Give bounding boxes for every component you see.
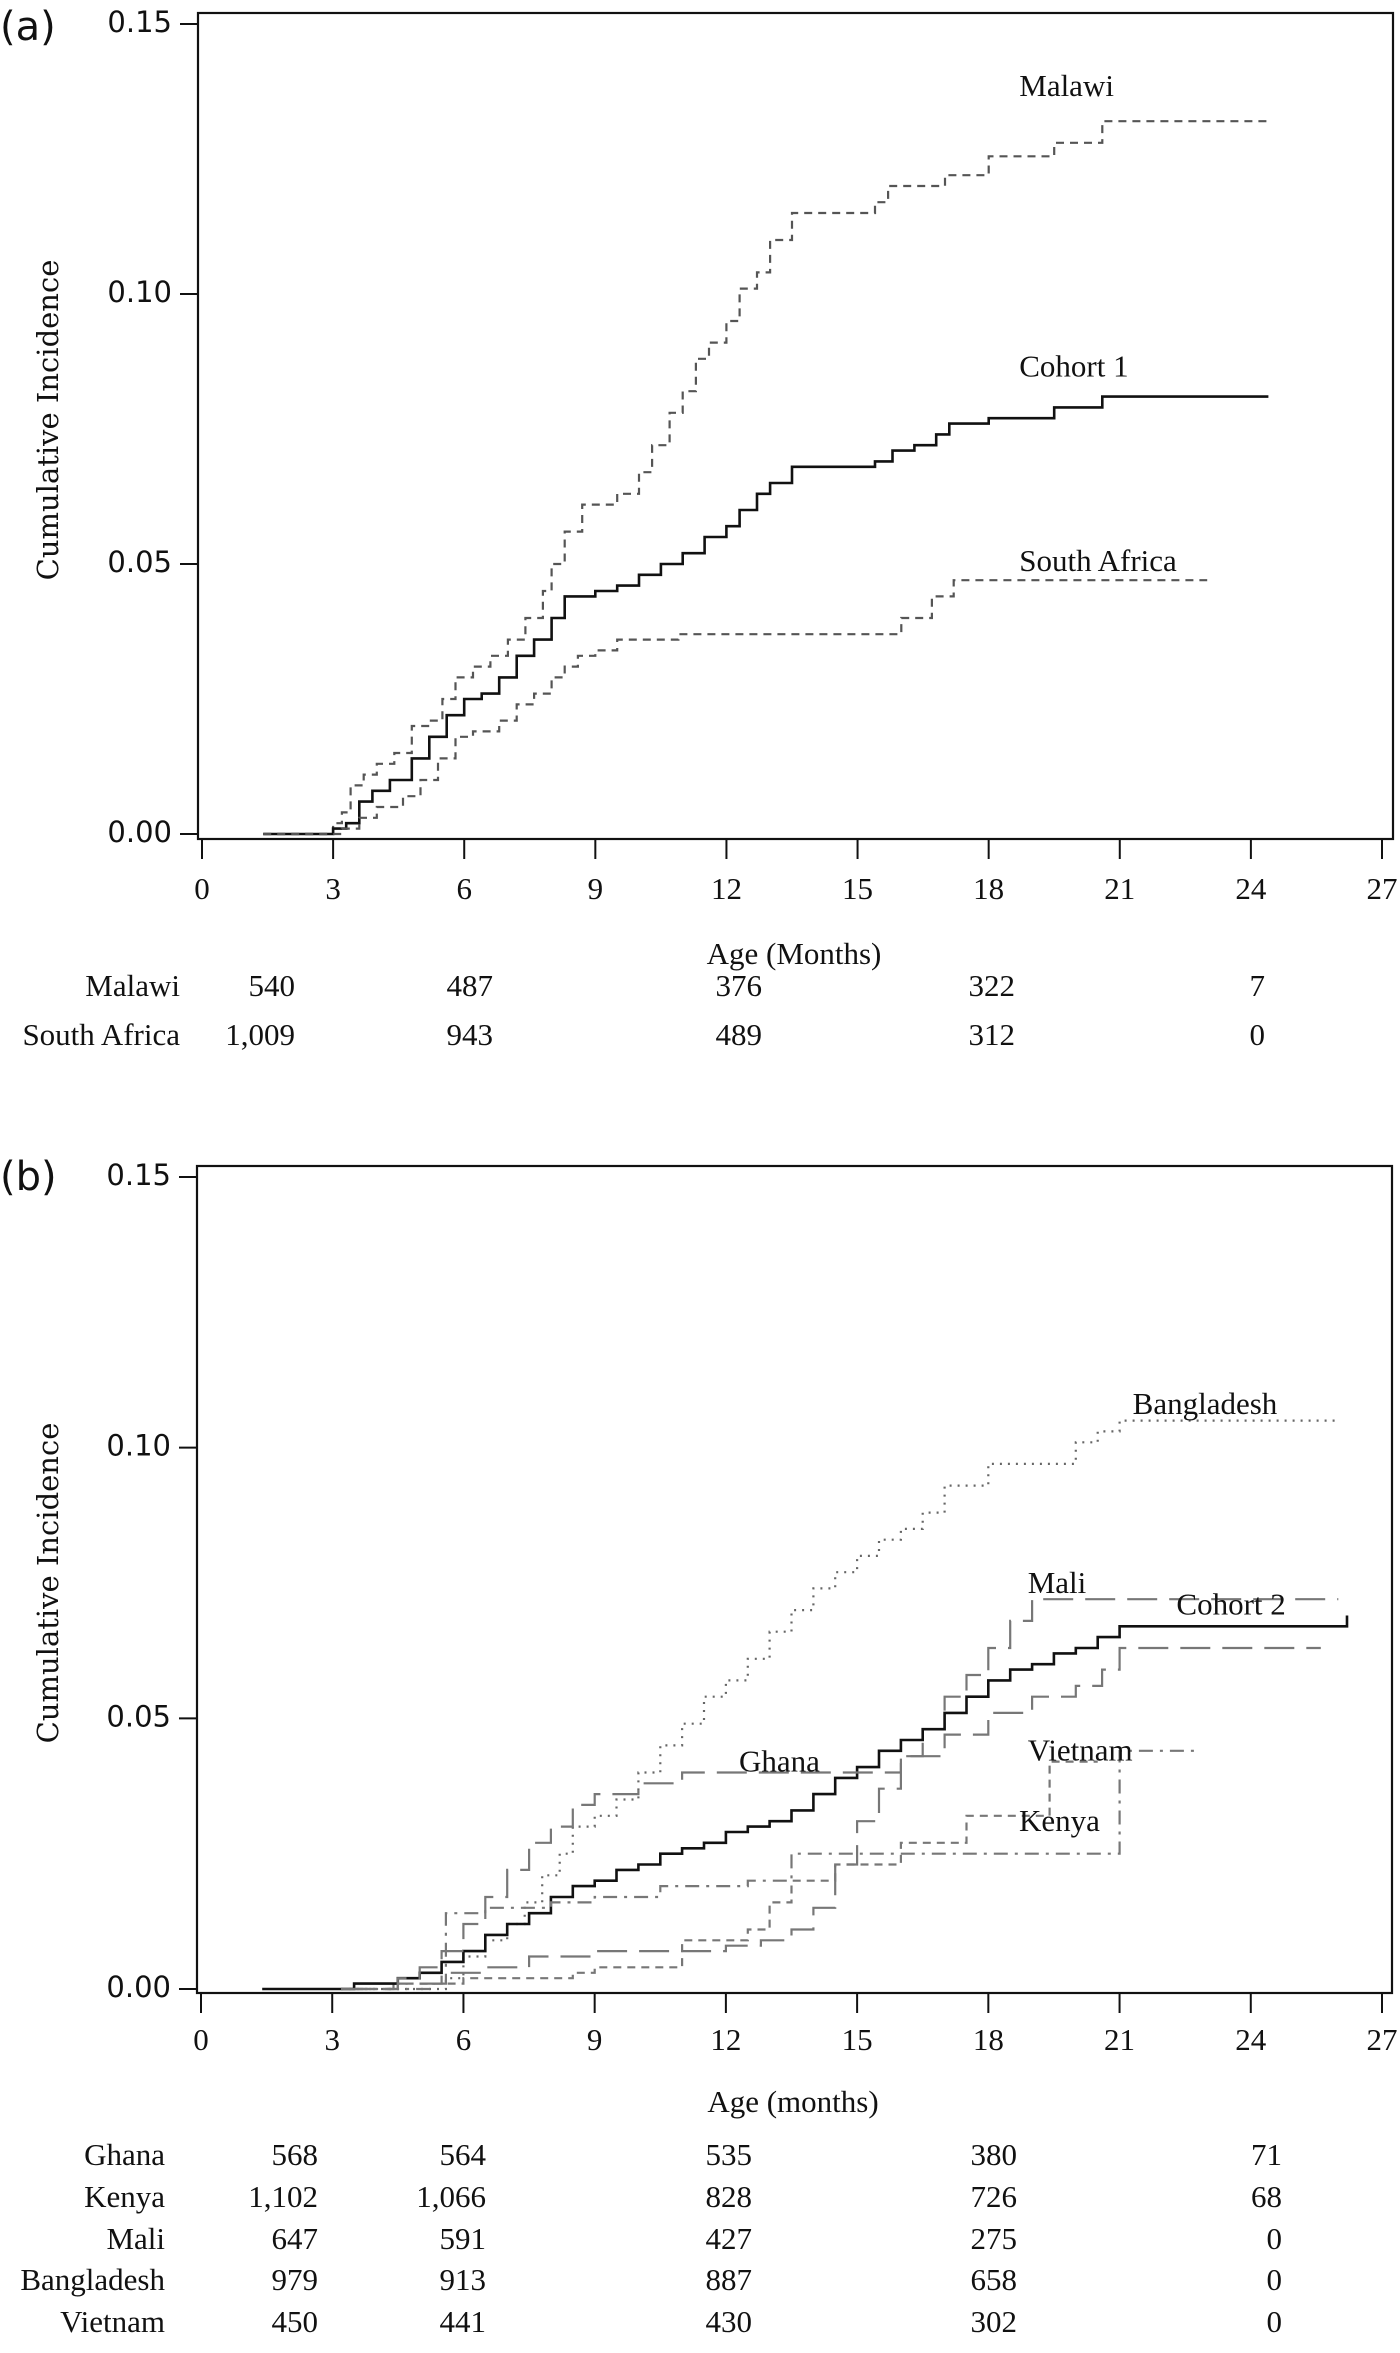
- x-tick-label: 15: [842, 2022, 873, 2057]
- x-tick-label: 18: [973, 2022, 1004, 2057]
- x-tick-label: 24: [1235, 871, 1267, 906]
- risk-table-cell: 71: [1251, 2137, 1282, 2172]
- risk-table-cell: 943: [447, 1017, 494, 1052]
- risk-table-cell: 275: [971, 2221, 1018, 2256]
- risk-table-cell: 564: [440, 2137, 487, 2172]
- series-malawi-curve: [263, 120, 1269, 836]
- x-tick-label: 9: [587, 2022, 603, 2057]
- y-tick-label: 0.05: [106, 1699, 171, 1733]
- series-bangladesh-label: Bangladesh: [1133, 1386, 1278, 1421]
- series-kenya-curve: [341, 1760, 1098, 1991]
- x-tick-label: 0: [194, 871, 210, 906]
- series-south-africa-curve: [263, 579, 1208, 836]
- x-tick-label: 24: [1235, 2022, 1267, 2057]
- risk-table-cell: 380: [971, 2137, 1018, 2172]
- series-malawi-label: Malawi: [1019, 68, 1114, 103]
- plot-frame: [196, 11, 1395, 841]
- y-tick-label: 0.05: [107, 545, 172, 579]
- risk-table-cell: 68: [1251, 2179, 1282, 2214]
- risk-table-row-label: Kenya: [84, 2179, 165, 2214]
- series-ghana-curve: [345, 1646, 1321, 1991]
- series-cohort-1-label: Cohort 1: [1019, 349, 1128, 384]
- x-tick-label: 27: [1367, 2022, 1398, 2057]
- risk-table-cell: 647: [272, 2221, 319, 2256]
- risk-table-row-label: Mali: [106, 2221, 165, 2256]
- risk-table-cell: 312: [969, 1017, 1016, 1052]
- panel-b: (b) Cumulative Incidence Age (months) 0.…: [0, 1154, 1398, 2339]
- risk-table-cell: 322: [969, 968, 1016, 1003]
- risk-table-cell: 913: [440, 2262, 487, 2297]
- y-tick-label: 0.15: [107, 5, 172, 39]
- series-bangladesh-curve: [341, 1419, 1339, 1991]
- risk-table-cell: 441: [440, 2304, 487, 2339]
- x-tick-label: 3: [324, 2022, 340, 2057]
- series-mali-label: Mali: [1028, 1565, 1087, 1600]
- x-tick-label: 18: [973, 871, 1004, 906]
- risk-table-row-label: Ghana: [84, 2137, 165, 2172]
- risk-table-cell: 0: [1267, 2304, 1283, 2339]
- x-tick-label: 3: [325, 871, 341, 906]
- y-axis-title: Cumulative Incidence: [31, 1423, 65, 1744]
- risk-table-cell: 540: [249, 968, 296, 1003]
- risk-table-cell: 726: [971, 2179, 1018, 2214]
- risk-table-cell: 1,066: [416, 2179, 486, 2214]
- series-kenya-label: Kenya: [1019, 1803, 1100, 1838]
- risk-table-cell: 1,009: [225, 1017, 295, 1052]
- risk-table-cell: 535: [706, 2137, 753, 2172]
- risk-table-cell: 0: [1250, 1017, 1266, 1052]
- series-cohort-2-curve: [262, 1615, 1349, 1991]
- risk-table-cell: 302: [971, 2304, 1018, 2339]
- y-tick-label: 0.10: [106, 1429, 171, 1463]
- risk-table-cell: 887: [706, 2262, 753, 2297]
- x-tick-label: 15: [842, 871, 873, 906]
- x-tick-label: 21: [1104, 2022, 1135, 2057]
- risk-table-cell: 1,102: [248, 2179, 318, 2214]
- y-tick-label: 0.10: [107, 275, 172, 309]
- risk-table-row-label: South Africa: [22, 1017, 180, 1052]
- x-tick-label: 21: [1104, 871, 1135, 906]
- x-tick-label: 12: [711, 871, 742, 906]
- panel-label: (a): [0, 4, 56, 50]
- x-tick-label: 27: [1367, 871, 1398, 906]
- x-tick-label: 9: [588, 871, 604, 906]
- series-cohort-1-curve: [263, 395, 1269, 836]
- y-axis-title: Cumulative Incidence: [31, 260, 65, 581]
- series-mali-curve: [341, 1598, 1339, 1991]
- x-tick-label: 6: [456, 871, 472, 906]
- x-axis-title: Age (months): [707, 2084, 878, 2119]
- risk-table-cell: 487: [447, 968, 494, 1003]
- risk-table-cell: 7: [1250, 968, 1266, 1003]
- risk-table-cell: 489: [716, 1017, 763, 1052]
- x-tick-label: 12: [710, 2022, 741, 2057]
- risk-table-row-label: Bangladesh: [20, 2262, 165, 2297]
- risk-table-cell: 658: [971, 2262, 1018, 2297]
- risk-table-cell: 0: [1267, 2221, 1283, 2256]
- risk-table-cell: 430: [706, 2304, 753, 2339]
- series-ghana-label: Ghana: [739, 1743, 820, 1778]
- x-axis-title: Age (Months): [707, 936, 882, 971]
- series-south-africa-label: South Africa: [1019, 543, 1177, 578]
- y-tick-label: 0.00: [106, 1970, 171, 2004]
- series-cohort-2-label: Cohort 2: [1176, 1586, 1285, 1621]
- risk-table-row-label: Malawi: [85, 968, 180, 1003]
- panel-a: (a) Cumulative Incidence Age (Months) 0.…: [0, 4, 1398, 1052]
- x-tick-label: 6: [456, 2022, 472, 2057]
- panel-label: (b): [0, 1154, 57, 1200]
- risk-table-cell: 376: [716, 968, 763, 1003]
- series-vietnam-curve: [354, 1749, 1199, 1991]
- risk-table-cell: 568: [272, 2137, 319, 2172]
- risk-table-cell: 979: [272, 2262, 319, 2297]
- risk-table-cell: 450: [272, 2304, 319, 2339]
- risk-table-row-label: Vietnam: [60, 2304, 165, 2339]
- risk-table-cell: 0: [1267, 2262, 1283, 2297]
- risk-table-cell: 828: [706, 2179, 753, 2214]
- y-tick-label: 0.00: [107, 815, 172, 849]
- risk-table-cell: 591: [440, 2221, 487, 2256]
- plot-frame: [195, 1164, 1394, 1995]
- risk-table-cell: 427: [706, 2221, 753, 2256]
- x-tick-label: 0: [193, 2022, 209, 2057]
- y-tick-label: 0.15: [106, 1158, 171, 1192]
